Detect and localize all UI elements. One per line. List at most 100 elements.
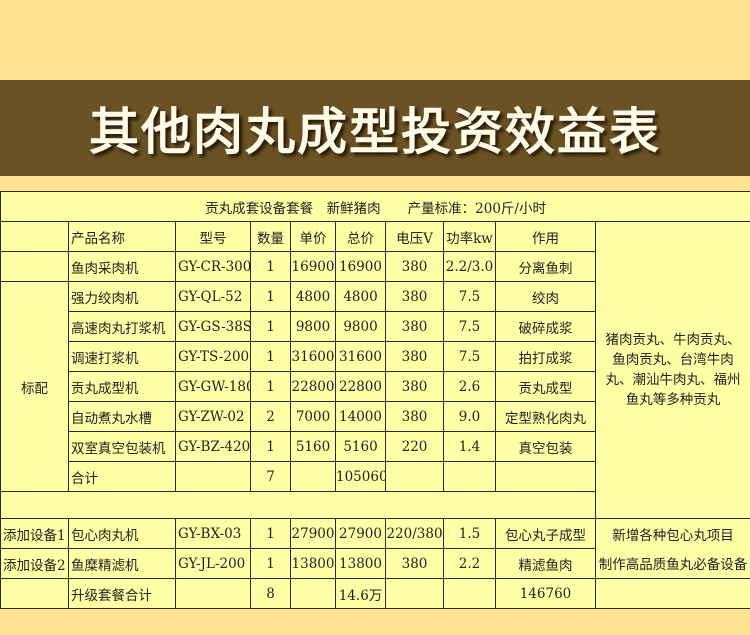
cell-unit: 5160 <box>290 431 336 462</box>
cell-use: 包心丸子成型 <box>495 518 596 549</box>
cell-power: 9.0 <box>443 401 496 432</box>
cell-use: 破碎成浆 <box>495 311 596 342</box>
col-header: 型号 <box>175 221 251 252</box>
addon-note: 制作高品质鱼丸必备设备 <box>594 548 750 579</box>
cell-use: 拍打成浆 <box>495 341 596 372</box>
upgrade-total-value: 14.6万 <box>335 578 386 609</box>
cell-total: 9800 <box>335 311 386 342</box>
cell-voltage: 380 <box>385 548 444 579</box>
col-header: 产品名称 <box>68 221 176 252</box>
addon-row: 添加设备1 包心肉丸机 GY-BX-03 1 27900 27900 220/380 1.5 包… <box>0 518 750 549</box>
cell-name: 高速肉丸打浆机 <box>68 311 176 342</box>
cell-model: GY-BX-03 <box>175 518 251 549</box>
cell-total: 5160 <box>335 431 386 462</box>
cell-name: 自动煮丸水槽 <box>68 401 176 432</box>
cell-model: GY-CR-300 <box>175 251 251 282</box>
cell-unit: 16900 <box>290 251 336 282</box>
column-header-row: 产品名称 型号 数量 单价 总价 电压V 功率kw 作用 猪肉贡丸、牛肉贡丸、鱼… <box>0 221 750 519</box>
cell-power: 2.2 <box>443 548 496 579</box>
cell-unit: 7000 <box>290 401 336 432</box>
table-row: 贡丸成型机 GY-GW-180 1 22800 22800 380 2.6 贡丸成型 <box>1 371 750 402</box>
table-cell <box>385 578 444 609</box>
table-cell <box>495 461 596 492</box>
cell-use: 绞肉 <box>495 281 596 312</box>
cell-qty: 1 <box>250 431 291 462</box>
cell-name: 双室真空包装机 <box>68 431 176 462</box>
subtotal-total: 105060 <box>335 461 386 492</box>
cell-voltage: 380 <box>385 341 444 372</box>
cell-qty: 1 <box>250 341 291 372</box>
cell-power: 7.5 <box>443 311 496 342</box>
table-cell <box>594 578 750 609</box>
cell-voltage: 220/380 <box>385 518 444 549</box>
table-cell <box>385 461 444 492</box>
cell-unit: 13800 <box>290 548 336 579</box>
table-cell <box>290 461 336 492</box>
cell-use: 精滤鱼肉 <box>495 548 596 579</box>
cell-total: 27900 <box>335 518 386 549</box>
cell-qty: 1 <box>250 548 291 579</box>
cell-total: 22800 <box>335 371 386 402</box>
cell-model: GY-ZW-02 <box>175 401 251 432</box>
group-label: 标配 <box>0 281 69 492</box>
cell-qty: 2 <box>250 401 291 432</box>
cell-unit: 9800 <box>290 311 336 342</box>
cell-model: GY-GS-38S <box>175 311 251 342</box>
table-cell <box>0 578 69 609</box>
cell-voltage: 380 <box>385 371 444 402</box>
cell-voltage: 220 <box>385 431 444 462</box>
col-header: 电压V <box>385 221 444 252</box>
cell-qty: 1 <box>250 518 291 549</box>
table-cell <box>443 461 496 492</box>
col-header: 总价 <box>335 221 386 252</box>
cell-model: GY-BZ-4202 <box>175 431 251 462</box>
cell-unit: 22800 <box>290 371 336 402</box>
table-row: 标配 强力绞肉机 GY-QL-52 1 4800 4800 380 7.5 绞肉 <box>0 281 750 492</box>
cell-unit: 27900 <box>290 518 336 549</box>
cell-use: 贡丸成型 <box>495 371 596 402</box>
title-banner: 其他肉丸成型投资效益表 <box>0 80 750 176</box>
table-row: 调速打浆机 GY-TS-200 1 31600 31600 380 7.5 拍打成浆 <box>1 341 750 372</box>
cell-power: 2.6 <box>443 371 496 402</box>
col-header: 功率kw <box>443 221 496 252</box>
cell-total: 14000 <box>335 401 386 432</box>
table-row: 自动煮丸水槽 GY-ZW-02 2 7000 14000 380 9.0 定型熟化肉丸 <box>1 401 750 432</box>
cell-name: 鱼糜精滤机 <box>68 548 176 579</box>
page-title: 其他肉丸成型投资效益表 <box>89 102 661 161</box>
subtotal-qty: 7 <box>250 461 291 492</box>
addon-label: 添加设备1 <box>0 518 69 549</box>
upgrade-total-qty: 8 <box>250 578 291 609</box>
cell-qty: 1 <box>250 281 291 312</box>
spacer-row <box>0 491 750 519</box>
table-row: 鱼肉采肉机 GY-CR-300 1 16900 16900 380 2.2/3.0 分离鱼刺 <box>0 251 750 282</box>
table-cell <box>290 578 336 609</box>
cell-total: 4800 <box>335 281 386 312</box>
cell-use: 真空包装 <box>495 431 596 462</box>
product-description: 猪肉贡丸、牛肉贡丸、鱼肉贡丸、台湾牛肉丸、潮汕牛肉丸、福州鱼丸等多种贡丸 <box>594 221 750 519</box>
cell-total: 16900 <box>335 251 386 282</box>
cell-name: 强力绞肉机 <box>68 281 176 312</box>
addon-note: 新增各种包心丸项目 <box>594 518 750 549</box>
cell-qty: 1 <box>250 251 291 282</box>
table-cell <box>443 578 496 609</box>
cell-voltage: 380 <box>385 401 444 432</box>
table-cell <box>0 491 750 519</box>
cell-power: 1.4 <box>443 431 496 462</box>
cell-name: 贡丸成型机 <box>68 371 176 402</box>
cell-use: 定型熟化肉丸 <box>495 401 596 432</box>
table-cell <box>175 461 251 492</box>
cell-voltage: 380 <box>385 251 444 282</box>
cell-model: GY-JL-200 <box>175 548 251 579</box>
cell-total: 13800 <box>335 548 386 579</box>
cell-voltage: 380 <box>385 311 444 342</box>
cell-model: GY-QL-52 <box>175 281 251 312</box>
group-cell <box>0 251 69 282</box>
col-header: 数量 <box>250 221 291 252</box>
upgrade-total-row: 升级套餐合计 8 14.6万 146760 <box>0 578 750 609</box>
cell-unit: 31600 <box>290 341 336 372</box>
cell-name: 调速打浆机 <box>68 341 176 372</box>
cell-total: 31600 <box>335 341 386 372</box>
cell-power: 7.5 <box>443 341 496 372</box>
upgrade-grand-total: 146760 <box>495 578 596 609</box>
upgrade-total-label: 升级套餐合计 <box>68 578 176 609</box>
